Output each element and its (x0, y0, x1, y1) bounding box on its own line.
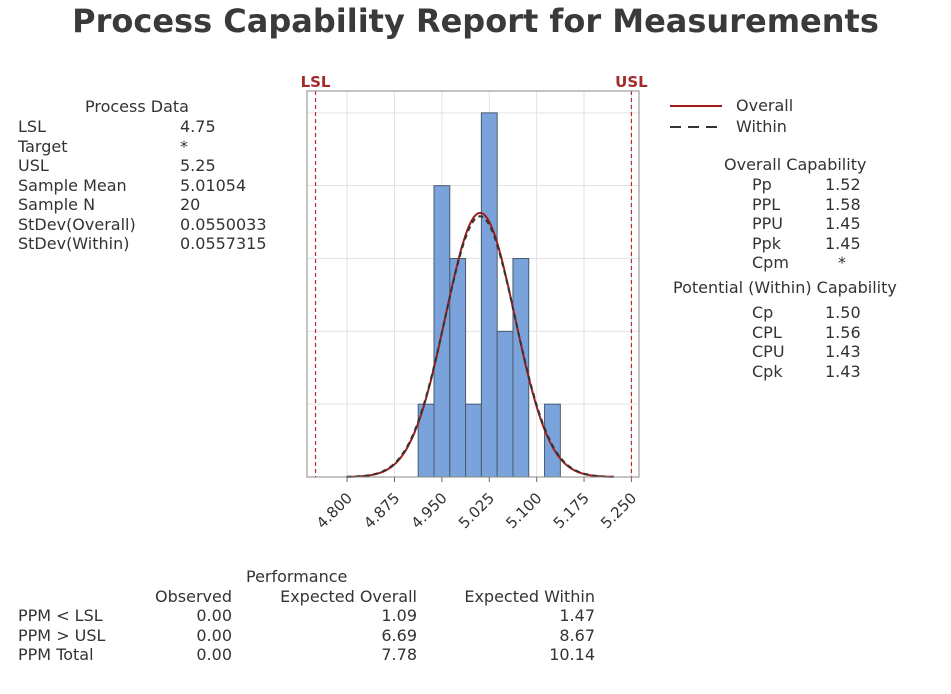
capability-value: * (838, 253, 846, 273)
performance-cell: 10.14 (549, 645, 595, 664)
x-tick-label: 4.950 (408, 489, 451, 532)
report-title: Process Capability Report for Measuremen… (72, 2, 879, 40)
capability-label: PPU (752, 214, 784, 234)
performance-cell: 8.67 (559, 625, 595, 645)
process-data-value: 0.0557315 (180, 234, 267, 253)
x-tick-label: 4.875 (360, 489, 403, 532)
performance-cell: 6.69 (381, 625, 417, 645)
within-capability-heading: Potential (Within) Capability (673, 278, 897, 297)
capability-value: 1.45 (825, 214, 861, 234)
capability-value: 1.50 (825, 303, 861, 322)
performance-row-label: PPM > USL (18, 625, 106, 645)
performance-column-header: Observed (155, 587, 232, 606)
process-data-label: Sample Mean (18, 175, 127, 195)
capability-label: Cpm (752, 253, 789, 273)
capability-label: Ppk (752, 233, 782, 253)
plot-frame (306, 90, 640, 478)
capability-label: Pp (752, 175, 772, 194)
x-tick-label: 5.175 (550, 489, 593, 532)
capability-value: 1.58 (825, 194, 861, 214)
usl-label: USL (615, 73, 648, 91)
histogram-bar (465, 403, 482, 478)
performance-cell: 0.00 (196, 625, 232, 645)
capability-value: 1.56 (825, 322, 861, 342)
performance-column-header: Expected Within (464, 587, 595, 606)
x-tick-label: 5.250 (597, 489, 640, 532)
performance-heading: Performance (246, 567, 348, 586)
process-data-label: LSL (18, 117, 46, 136)
process-data-value: 5.25 (180, 156, 216, 175)
process-data-label: Target (18, 136, 68, 156)
capability-label: PPL (752, 194, 781, 214)
performance-column-header: Expected Overall (280, 587, 417, 606)
lsl-label: LSL (301, 73, 331, 91)
process-data-value: 20 (180, 195, 201, 214)
performance-cell: 7.78 (381, 645, 417, 664)
histogram-bar (496, 330, 514, 478)
process-data-value: 4.75 (180, 117, 216, 136)
x-tick-label: 5.025 (455, 489, 498, 532)
process-data-heading: Process Data (85, 97, 189, 116)
capability-label: CPU (752, 342, 785, 362)
capability-label: Cpk (752, 361, 783, 381)
process-data-value: 5.01054 (180, 175, 247, 195)
x-tick-label: 5.100 (502, 489, 545, 532)
performance-row-label: PPM Total (18, 645, 94, 664)
process-data-label: StDev(Overall) (18, 214, 136, 234)
capability-value: 1.52 (825, 175, 861, 194)
histogram-bar (544, 403, 561, 478)
process-data-label: StDev(Within) (18, 234, 130, 253)
performance-cell: 0.00 (196, 606, 232, 625)
overall-capability-heading: Overall Capability (724, 155, 867, 174)
performance-row-label: PPM < LSL (18, 606, 103, 625)
performance-cell: 1.09 (381, 606, 417, 625)
process-data-label: USL (18, 156, 49, 175)
process-data-label: Sample N (18, 195, 96, 214)
histogram-bar (480, 112, 498, 478)
capability-label: CPL (752, 322, 782, 342)
process-data-value: * (180, 136, 188, 156)
legend-overall-label: Overall (736, 96, 794, 115)
capability-value: 1.43 (825, 342, 861, 362)
capability-value: 1.43 (825, 361, 861, 381)
within-distribution-curve (346, 215, 614, 478)
performance-cell: 1.47 (559, 606, 595, 625)
capability-label: Cp (752, 303, 774, 322)
process-data-value: 0.0550033 (180, 214, 267, 234)
capability-value: 1.45 (825, 233, 861, 253)
x-tick-label: 4.800 (313, 489, 356, 532)
legend-within-label: Within (736, 117, 787, 136)
performance-cell: 0.00 (196, 645, 232, 664)
